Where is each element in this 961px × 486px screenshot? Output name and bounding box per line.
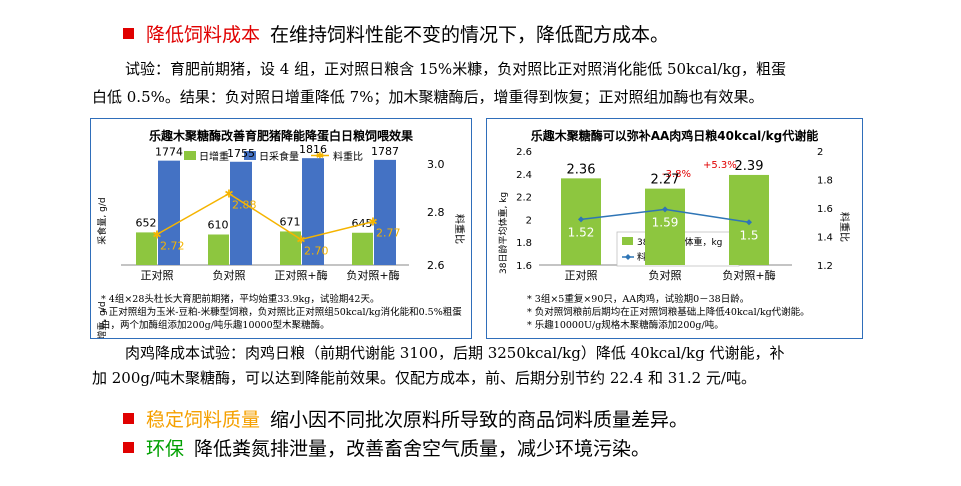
category-label: 正对照 xyxy=(565,268,598,282)
bullet-quality: 稳定饲料质量 缩小因不同批次原料所导致的商品饲料质量差异。 xyxy=(123,405,688,432)
bar-adg xyxy=(352,232,373,265)
y2-tick: 1.2 xyxy=(817,261,833,272)
annotation-pos: +5.3% xyxy=(703,160,737,171)
fcr-point xyxy=(578,216,584,223)
bullet-label: 稳定饲料质量 xyxy=(146,409,261,431)
bar-weight xyxy=(645,188,685,265)
legend-swatch-intake xyxy=(244,151,256,160)
label-intake: 1774 xyxy=(155,146,183,159)
label-adg: 645 xyxy=(352,217,373,230)
category-label: 负对照 xyxy=(213,268,246,282)
y2-tick: 1.8 xyxy=(817,176,833,187)
bullet-square-icon xyxy=(123,413,134,424)
annotation-neg: -3.8% xyxy=(662,169,691,180)
label-weight: 2.27 xyxy=(651,173,680,188)
fcr-label: 1.52 xyxy=(568,225,595,239)
label-adg: 671 xyxy=(280,215,301,228)
fcr-label: 2.88 xyxy=(232,199,257,212)
trial1-line1: 试验：育肥前期猪，设 4 组，正对照日粮含 15%米糠，负对照比正对照消化能低 … xyxy=(125,60,787,78)
y2-tick-2-6: 2.6 xyxy=(427,259,445,272)
category-label: 正对照+酶 xyxy=(274,268,327,282)
trial2-line1: 肉鸡降成本试验：肉鸡日粮（前期代谢能 3100，后期 3250kcal/kg）降… xyxy=(125,344,785,362)
label-intake: 1787 xyxy=(371,145,399,158)
fcr-line xyxy=(156,192,374,241)
fcr-label: 2.70 xyxy=(304,245,329,258)
label-adg: 652 xyxy=(136,216,157,229)
y-tick: 2 xyxy=(526,215,532,226)
legend-swatch-weight xyxy=(622,237,633,245)
chicken-chart-svg: 38日龄平均体重, kg 料重比 -3.8% +5.3% 38日龄平均体重，kg… xyxy=(497,147,851,282)
chicken-note-3: * 乐趣10000U/g规格木聚糖酶添加200g/吨。 xyxy=(527,320,724,331)
fcr-point: ✱ xyxy=(224,188,233,201)
label-intake: 1816 xyxy=(299,143,327,156)
pig-chart-title: 乐趣木聚糖酶改善育肥猪降能降蛋白日粮饲喂效果 xyxy=(148,129,413,143)
y-label-bottom: 日增重, g/d xyxy=(96,301,108,338)
label-adg: 610 xyxy=(208,219,229,232)
y-tick: 2.2 xyxy=(516,193,532,204)
category-label: 正对照 xyxy=(141,268,174,282)
legend-marker-fcr: ✱ xyxy=(316,151,324,162)
y2-tick-3-0: 3.0 xyxy=(427,158,445,171)
trial1-line2: 白低 0.5%。结果：负对照日增重降低 7%；加木聚糖酶后，增重得到恢复；正对照… xyxy=(92,88,764,106)
label-weight: 2.39 xyxy=(735,159,764,174)
legend-swatch-adg xyxy=(184,151,196,160)
bullet-environment: 环保 降低粪氮排泄量，改善畜舍空气质量，减少环境污染。 xyxy=(123,434,650,461)
label-intake: 1755 xyxy=(227,147,255,160)
y2-label: 料重比 xyxy=(838,212,851,242)
pig-note-2: * 正对照组为玉米-豆粕-米糠型饲粮，负对照比正对照组50kcal/kg消化能和… xyxy=(101,307,462,318)
bullet-label: 环保 xyxy=(146,438,185,460)
bullet-text: 在维持饲料性能不变的情况下，降低配方成本。 xyxy=(270,24,670,46)
y-tick: 2.6 xyxy=(516,147,532,158)
y-tick: 2.4 xyxy=(516,170,532,181)
category-label: 负对照 xyxy=(649,268,682,282)
bar-intake xyxy=(230,161,252,265)
chicken-note-2: * 负对照饲粮前后期均在正对照饲粮基础上降低40kcal/kg代谢能。 xyxy=(527,307,810,318)
y-tick: 1.6 xyxy=(516,261,532,272)
fcr-label: 2.77 xyxy=(376,227,401,240)
bar-adg xyxy=(208,234,229,265)
pig-chart: 乐趣木聚糖酶改善育肥猪降能降蛋白日粮饲喂效果 日增重 日采食量 ✱ 料重比 3.… xyxy=(90,118,472,339)
fcr-point: ✱ xyxy=(368,216,377,229)
fcr-label: 1.5 xyxy=(739,228,758,242)
y-tick: 1.8 xyxy=(516,238,532,249)
category-label: 负对照+酶 xyxy=(346,268,399,282)
y2-tick: 1.6 xyxy=(817,204,833,215)
fcr-point xyxy=(662,206,668,213)
fcr-label: 1.59 xyxy=(652,215,679,229)
bullet-text: 缩小因不同批次原料所导致的商品饲料质量差异。 xyxy=(270,409,689,431)
fcr-point xyxy=(746,219,752,226)
bullet-cost: 降低饲料成本 在维持饲料性能不变的情况下，降低配方成本。 xyxy=(123,20,669,47)
category-label: 负对照+酶 xyxy=(722,268,775,282)
bar-adg xyxy=(136,232,157,265)
y2-tick-2-8: 2.8 xyxy=(427,206,445,219)
fcr-label: 2.72 xyxy=(160,239,185,252)
chicken-note-1: * 3组×5重复×90只，AA肉鸡，试验期0－38日龄。 xyxy=(527,294,750,305)
bullet-text: 降低粪氮排泄量，改善畜舍空气质量，减少环境污染。 xyxy=(194,438,651,460)
legend-intake: 日采食量 xyxy=(259,150,299,163)
pig-note-1: * 4组×28头杜长大育肥前期猪，平均始重33.9kg，试验期42天。 xyxy=(101,294,380,305)
pig-note-3: 白，两个加酶组添加200g/吨乐趣10000型木聚糖酶。 xyxy=(101,320,330,331)
y2-label: 料重比 xyxy=(453,214,466,244)
bullet-square-icon xyxy=(123,28,134,39)
bullet-label: 降低饲料成本 xyxy=(146,24,261,46)
y2-tick: 1.4 xyxy=(817,233,833,244)
fcr-point: ✱ xyxy=(152,228,161,241)
y2-tick: 2 xyxy=(817,147,823,158)
y-label-top: 采食量, g/d xyxy=(96,197,108,244)
trial2-line2: 加 200g/吨木聚糖酶，可以达到降能前效果。仅配方成本，前、后期分别节约 22… xyxy=(92,369,756,387)
legend-fcr: 料重比 xyxy=(333,150,363,163)
legend-adg: 日增重 xyxy=(199,150,229,163)
bar-intake xyxy=(158,160,180,265)
label-weight: 2.36 xyxy=(567,162,596,177)
chicken-chart: 乐趣木聚糖酶可以弥补AA肉鸡日粮40kcal/kg代谢能 38日龄平均体重, k… xyxy=(486,118,863,339)
bullet-square-icon xyxy=(123,442,134,453)
bar-adg xyxy=(280,231,301,265)
fcr-point: ✱ xyxy=(296,234,305,247)
legend-marker-fcr xyxy=(625,254,631,260)
chicken-chart-title: 乐趣木聚糖酶可以弥补AA肉鸡日粮40kcal/kg代谢能 xyxy=(530,129,819,143)
bar-intake xyxy=(374,159,396,265)
y-label: 38日龄平均体重, kg xyxy=(497,192,509,274)
pig-chart-svg: 日增重 日采食量 ✱ 料重比 3.0 2.8 2.6 料重比 采食量, g/d … xyxy=(96,143,466,338)
